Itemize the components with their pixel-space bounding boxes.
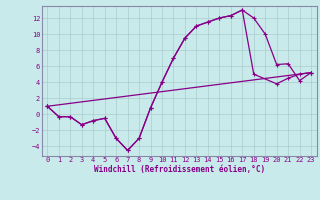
- X-axis label: Windchill (Refroidissement éolien,°C): Windchill (Refroidissement éolien,°C): [94, 165, 265, 174]
